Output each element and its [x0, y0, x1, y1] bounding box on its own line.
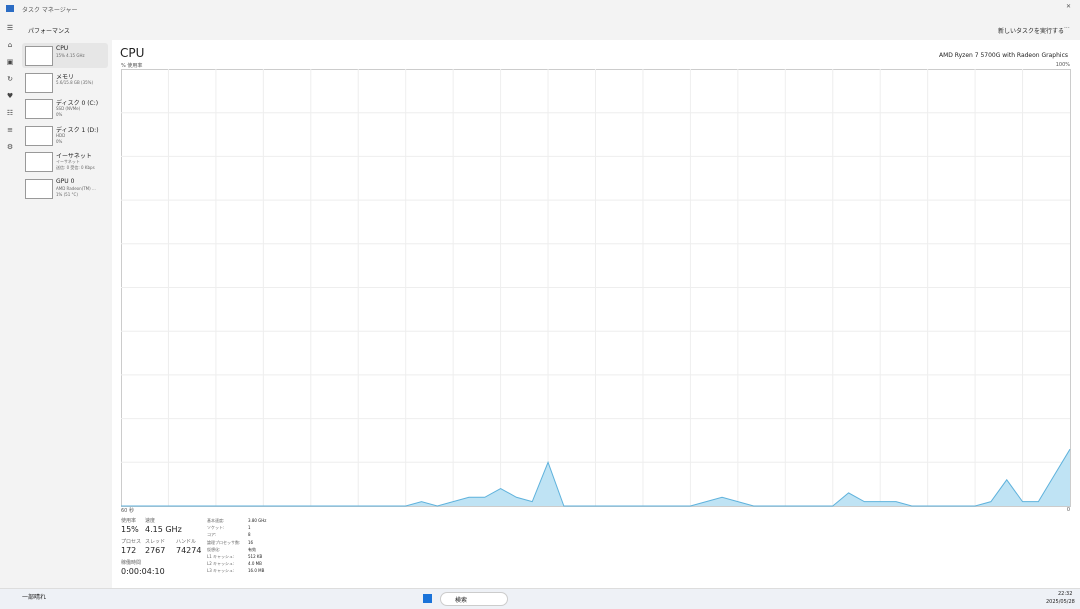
sidebar-item[interactable]: GPU 0 AMD Radeon(TM) ... 1% (51 °C) [22, 176, 108, 201]
search-text: 検索 [455, 597, 468, 604]
time: 22:32 [1058, 591, 1073, 597]
spec-value: 512 KB [248, 554, 263, 559]
app-icon [6, 5, 14, 12]
item-detail: 送信: 0 受信: 0 Kbps [56, 165, 95, 170]
stat-value: 15% [121, 525, 139, 534]
cpu-title: CPU [120, 46, 145, 60]
stat-label: 速度 [145, 518, 156, 524]
item-name: メモリ [56, 73, 75, 81]
date: 2025/05/28 [1046, 599, 1075, 605]
more[interactable]: ··· [1064, 25, 1070, 32]
stat-value: 74274 [176, 546, 202, 555]
thumbnail [25, 152, 53, 172]
item-detail: 1% (51 °C) [56, 191, 78, 197]
stat-value: 0:00:04:10 [121, 567, 165, 576]
stat-label: 稼働時間 [121, 560, 142, 566]
run-task[interactable]: 新しいタスクを実行する [998, 28, 1065, 35]
spec-label: コア: [207, 532, 217, 538]
item-name: ディスク 0 (C:) [56, 100, 99, 107]
spec-label: ソケット: [207, 525, 225, 531]
graph-x-label: 60 秒 [121, 508, 134, 514]
item-name: ディスク 1 (D:) [56, 126, 99, 134]
spec-label: L1 キャッシュ: [207, 554, 235, 559]
thumbnail [25, 125, 53, 146]
processor: AMD Ryzen 7 5700G with Radeon Graphics [938, 52, 1068, 59]
spec-label: 論理プロセッサ数: [207, 539, 241, 545]
item-detail: イーサネット [56, 159, 80, 164]
spec-value: 3.80 GHz [248, 518, 267, 523]
nav-strip: ☰ ⌂ ▣ ↻ ♥ ☷ ≡ ⚙ [0, 20, 20, 588]
sidebar-item[interactable]: ディスク 1 (D:) HDD 0% [22, 123, 108, 148]
graph-y-label: % 使用率 [121, 63, 143, 69]
item-detail: 0% [56, 138, 63, 144]
stat-label: プロセス [121, 539, 142, 545]
spec-value: 16.0 MB [248, 568, 265, 574]
header: パフォーマンス 新しいタスクを実行する ··· [20, 20, 1080, 40]
thumbnail [25, 178, 53, 199]
sidebar-item[interactable]: イーサネット イーサネット 送信: 0 受信: 0 Kbps [22, 149, 108, 174]
search-box[interactable]: 検索 [440, 592, 508, 606]
item-detail: 0% [56, 112, 63, 117]
start[interactable] [423, 594, 432, 603]
close-button[interactable]: ✕ [1066, 3, 1072, 10]
spec-value: 有効 [248, 546, 256, 552]
item-detail: 5.6/15.8 GB (35%) [56, 79, 94, 85]
window-title: タスク マネージャー [22, 7, 78, 14]
stat-label: スレッド [145, 539, 166, 545]
spec-label: 仮想化: [207, 546, 221, 552]
stat-value: 2767 [145, 546, 166, 555]
item-name: GPU 0 [56, 177, 75, 185]
stat-label: ハンドル [176, 539, 197, 545]
cpu-graph [121, 69, 1071, 507]
sidebar-item[interactable]: CPU 15% 4.15 GHz [22, 43, 108, 68]
graph-x-min: 0 [1066, 507, 1070, 513]
stat-value: 4.15 GHz [145, 525, 182, 534]
thumbnail [25, 72, 53, 93]
spec-value: 8 [248, 532, 251, 538]
sidebar-item[interactable]: ディスク 0 (C:) SSD (NVMe) 0% [22, 96, 108, 121]
sidebar-item[interactable]: メモリ 5.6/15.8 GB (35%) [22, 70, 108, 95]
graph-y-max: 100% [1055, 62, 1070, 68]
item-detail: 15% 4.15 GHz [56, 53, 85, 58]
thumbnail [25, 46, 53, 66]
usage-line [121, 448, 1071, 507]
item-name: イーサネット [56, 153, 92, 160]
item-detail: HDD [56, 132, 66, 138]
item-detail: AMD Radeon(TM) ... [56, 185, 96, 191]
weather: 一部晴れ [22, 594, 47, 601]
spec-value: 16 [248, 539, 254, 545]
item-detail: SSD (NVMe) [56, 106, 81, 111]
item-name: CPU [56, 45, 69, 52]
title-bar: タスク マネージャー ✕ [0, 0, 1080, 20]
stat-label: 使用率 [121, 518, 137, 524]
spec-label: 基本速度: [207, 518, 225, 523]
taskbar: 一部晴れ 検索 22:32 2025/05/28 [0, 588, 1080, 609]
spec-label: L2 キャッシュ: [207, 561, 235, 567]
spec-label: L3 キャッシュ: [207, 568, 235, 574]
spec-value: 1 [248, 525, 251, 531]
thumbnail [25, 99, 53, 119]
spec-value: 4.0 MB [248, 561, 262, 567]
section-title: パフォーマンス [28, 28, 70, 35]
stat-value: 172 [121, 546, 137, 555]
